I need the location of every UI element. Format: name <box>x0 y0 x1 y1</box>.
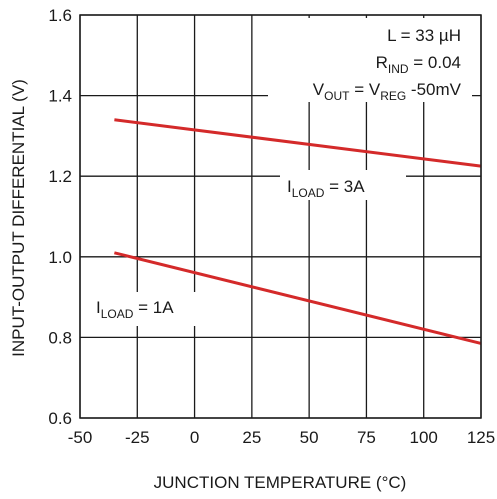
x-tick-label: -50 <box>68 428 93 447</box>
x-axis-label: JUNCTION TEMPERATURE (°C) <box>154 473 407 492</box>
y-tick-label: 1.6 <box>48 6 72 25</box>
annotation-background <box>268 18 472 102</box>
x-tick-label: 50 <box>300 428 319 447</box>
y-tick-label: 0.8 <box>48 328 72 347</box>
label-1a-background <box>92 292 204 326</box>
annotation-rind: RIND = 0.04 <box>376 53 461 76</box>
y-tick-label: 1.4 <box>48 87 72 106</box>
x-tick-labels: -50 -25 0 25 50 75 100 125 <box>68 428 495 447</box>
x-tick-label: 25 <box>242 428 261 447</box>
x-tick-label: -25 <box>125 428 150 447</box>
x-tick-label: 0 <box>190 428 199 447</box>
series-label-1a: ILOAD = 1A <box>96 298 174 321</box>
annotation-inductance: L = 33 µH <box>387 26 461 45</box>
series-lines <box>114 118 482 345</box>
label-3a-background <box>280 170 406 200</box>
series-line-3a <box>114 118 482 168</box>
annotation-vout: VOUT = VREG -50mV <box>313 80 462 103</box>
y-tick-label: 1.0 <box>48 248 72 267</box>
series-line-1a <box>114 251 482 345</box>
plot-frame <box>79 14 482 419</box>
y-tick-label: 1.2 <box>48 167 72 186</box>
y-axis-label: INPUT-OUTPUT DIFFERENTIAL (V) <box>9 79 28 357</box>
y-tick-label: 0.6 <box>48 409 72 428</box>
y-tick-labels: 0.6 0.8 1.0 1.2 1.4 1.6 <box>48 6 72 428</box>
x-tick-label: 125 <box>467 428 495 447</box>
x-tick-label: 100 <box>410 428 438 447</box>
x-tick-label: 75 <box>357 428 376 447</box>
series-label-3a: ILOAD = 3A <box>287 177 365 200</box>
